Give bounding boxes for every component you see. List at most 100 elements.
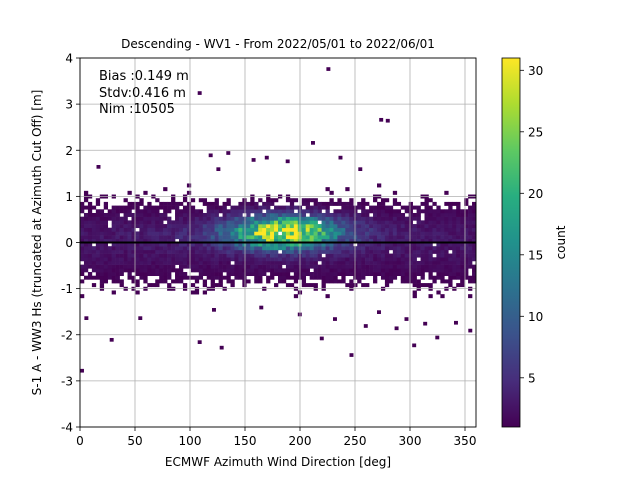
heatmap-bin <box>206 275 211 280</box>
heatmap-bin <box>361 224 366 229</box>
heatmap-bin <box>337 216 342 221</box>
heatmap-bin <box>274 242 279 247</box>
heatmap-bin <box>400 260 406 265</box>
heatmap-bin <box>167 205 172 210</box>
heatmap-bin <box>151 231 156 236</box>
heatmap-bin <box>87 242 93 247</box>
heatmap-bin <box>182 209 188 214</box>
heatmap-bin <box>388 227 394 232</box>
heatmap-bin <box>258 275 263 280</box>
heatmap-bin <box>182 205 188 210</box>
heatmap-bin <box>404 231 409 236</box>
heatmap-bin <box>135 209 140 214</box>
heatmap-bin <box>428 224 433 229</box>
heatmap-bin <box>91 227 97 232</box>
heatmap-bin <box>396 260 402 265</box>
heatmap-bin <box>270 231 275 236</box>
heatmap-bin <box>281 268 287 273</box>
heatmap-bin <box>384 279 390 284</box>
heatmap-bin <box>388 231 394 236</box>
heatmap-bin <box>373 272 378 277</box>
heatmap-bin <box>206 246 211 251</box>
heatmap-bin <box>317 272 322 277</box>
heatmap-bin <box>452 264 457 269</box>
x-tick-label: 200 <box>289 434 312 448</box>
heatmap-bin <box>103 238 109 243</box>
heatmap-bin <box>285 275 291 280</box>
heatmap-bin <box>428 257 433 262</box>
heatmap-bin <box>190 212 196 217</box>
heatmap-bin <box>408 249 413 254</box>
heatmap-bin <box>456 253 461 258</box>
heatmap-bin <box>452 272 457 277</box>
heatmap-bin <box>456 272 461 277</box>
heatmap-bin <box>460 242 465 247</box>
heatmap-bin <box>238 220 243 225</box>
heatmap-bin <box>202 212 208 217</box>
heatmap-bin <box>143 216 148 221</box>
heatmap-bin <box>123 253 128 258</box>
heatmap-bin <box>337 246 342 251</box>
heatmap-bin <box>468 220 473 225</box>
heatmap-bin <box>412 257 417 262</box>
heatmap-bin <box>95 216 101 221</box>
heatmap-bin <box>329 242 334 247</box>
heatmap-bin <box>329 260 334 265</box>
heatmap-bin <box>230 216 235 221</box>
heatmap-bin <box>218 275 223 280</box>
heatmap-bin <box>250 235 255 240</box>
heatmap-bin <box>254 275 259 280</box>
heatmap-bin <box>432 224 437 229</box>
heatmap-bin <box>155 227 160 232</box>
heatmap-bin <box>420 209 425 214</box>
heatmap-bin <box>472 235 477 240</box>
heatmap-bin <box>242 272 247 277</box>
count-annotation: Nim :10505 <box>99 102 175 117</box>
heatmap-bin <box>349 279 354 284</box>
heatmap-bin <box>408 242 413 247</box>
heatmap-bin <box>472 201 477 206</box>
heatmap-bin <box>345 187 350 192</box>
heatmap-bin <box>329 264 334 269</box>
heatmap-bin <box>230 235 235 240</box>
heatmap-bin <box>159 249 164 254</box>
heatmap-bin <box>440 268 445 273</box>
heatmap-bin <box>289 224 295 229</box>
heatmap-bin <box>388 220 394 225</box>
heatmap-bin <box>392 220 398 225</box>
heatmap-bin <box>222 205 227 210</box>
heatmap-bin <box>139 198 144 203</box>
heatmap-bin <box>266 238 271 243</box>
heatmap-bin <box>468 224 473 229</box>
heatmap-bin <box>396 242 402 247</box>
heatmap-bin <box>226 198 231 203</box>
heatmap-bin <box>274 216 279 221</box>
heatmap-bin <box>377 209 382 214</box>
heatmap-bin <box>99 242 105 247</box>
heatmap-bin <box>309 209 314 214</box>
heatmap-bin <box>91 275 97 280</box>
heatmap-bin <box>147 231 152 236</box>
heatmap-bin <box>234 205 239 210</box>
heatmap-bin <box>432 209 437 214</box>
heatmap-bin <box>380 235 386 240</box>
heatmap-bin <box>388 264 394 269</box>
heatmap-bin <box>222 264 227 269</box>
heatmap-bin <box>289 246 295 251</box>
heatmap-bin <box>254 268 259 273</box>
heatmap-bin <box>135 253 140 258</box>
heatmap-bin <box>131 257 136 262</box>
heatmap-bin <box>341 235 346 240</box>
heatmap-bin <box>80 227 85 232</box>
heatmap-bin <box>317 268 322 273</box>
heatmap-bin <box>190 238 196 243</box>
heatmap-bin <box>135 212 140 217</box>
heatmap-bin <box>182 198 188 203</box>
heatmap-bin <box>377 246 382 251</box>
heatmap-bin <box>456 209 461 214</box>
heatmap-bin <box>186 216 192 221</box>
heatmap-bin <box>179 264 184 269</box>
heatmap-bin <box>99 283 105 288</box>
heatmap-bin <box>151 249 156 254</box>
heatmap-bin <box>337 212 342 217</box>
